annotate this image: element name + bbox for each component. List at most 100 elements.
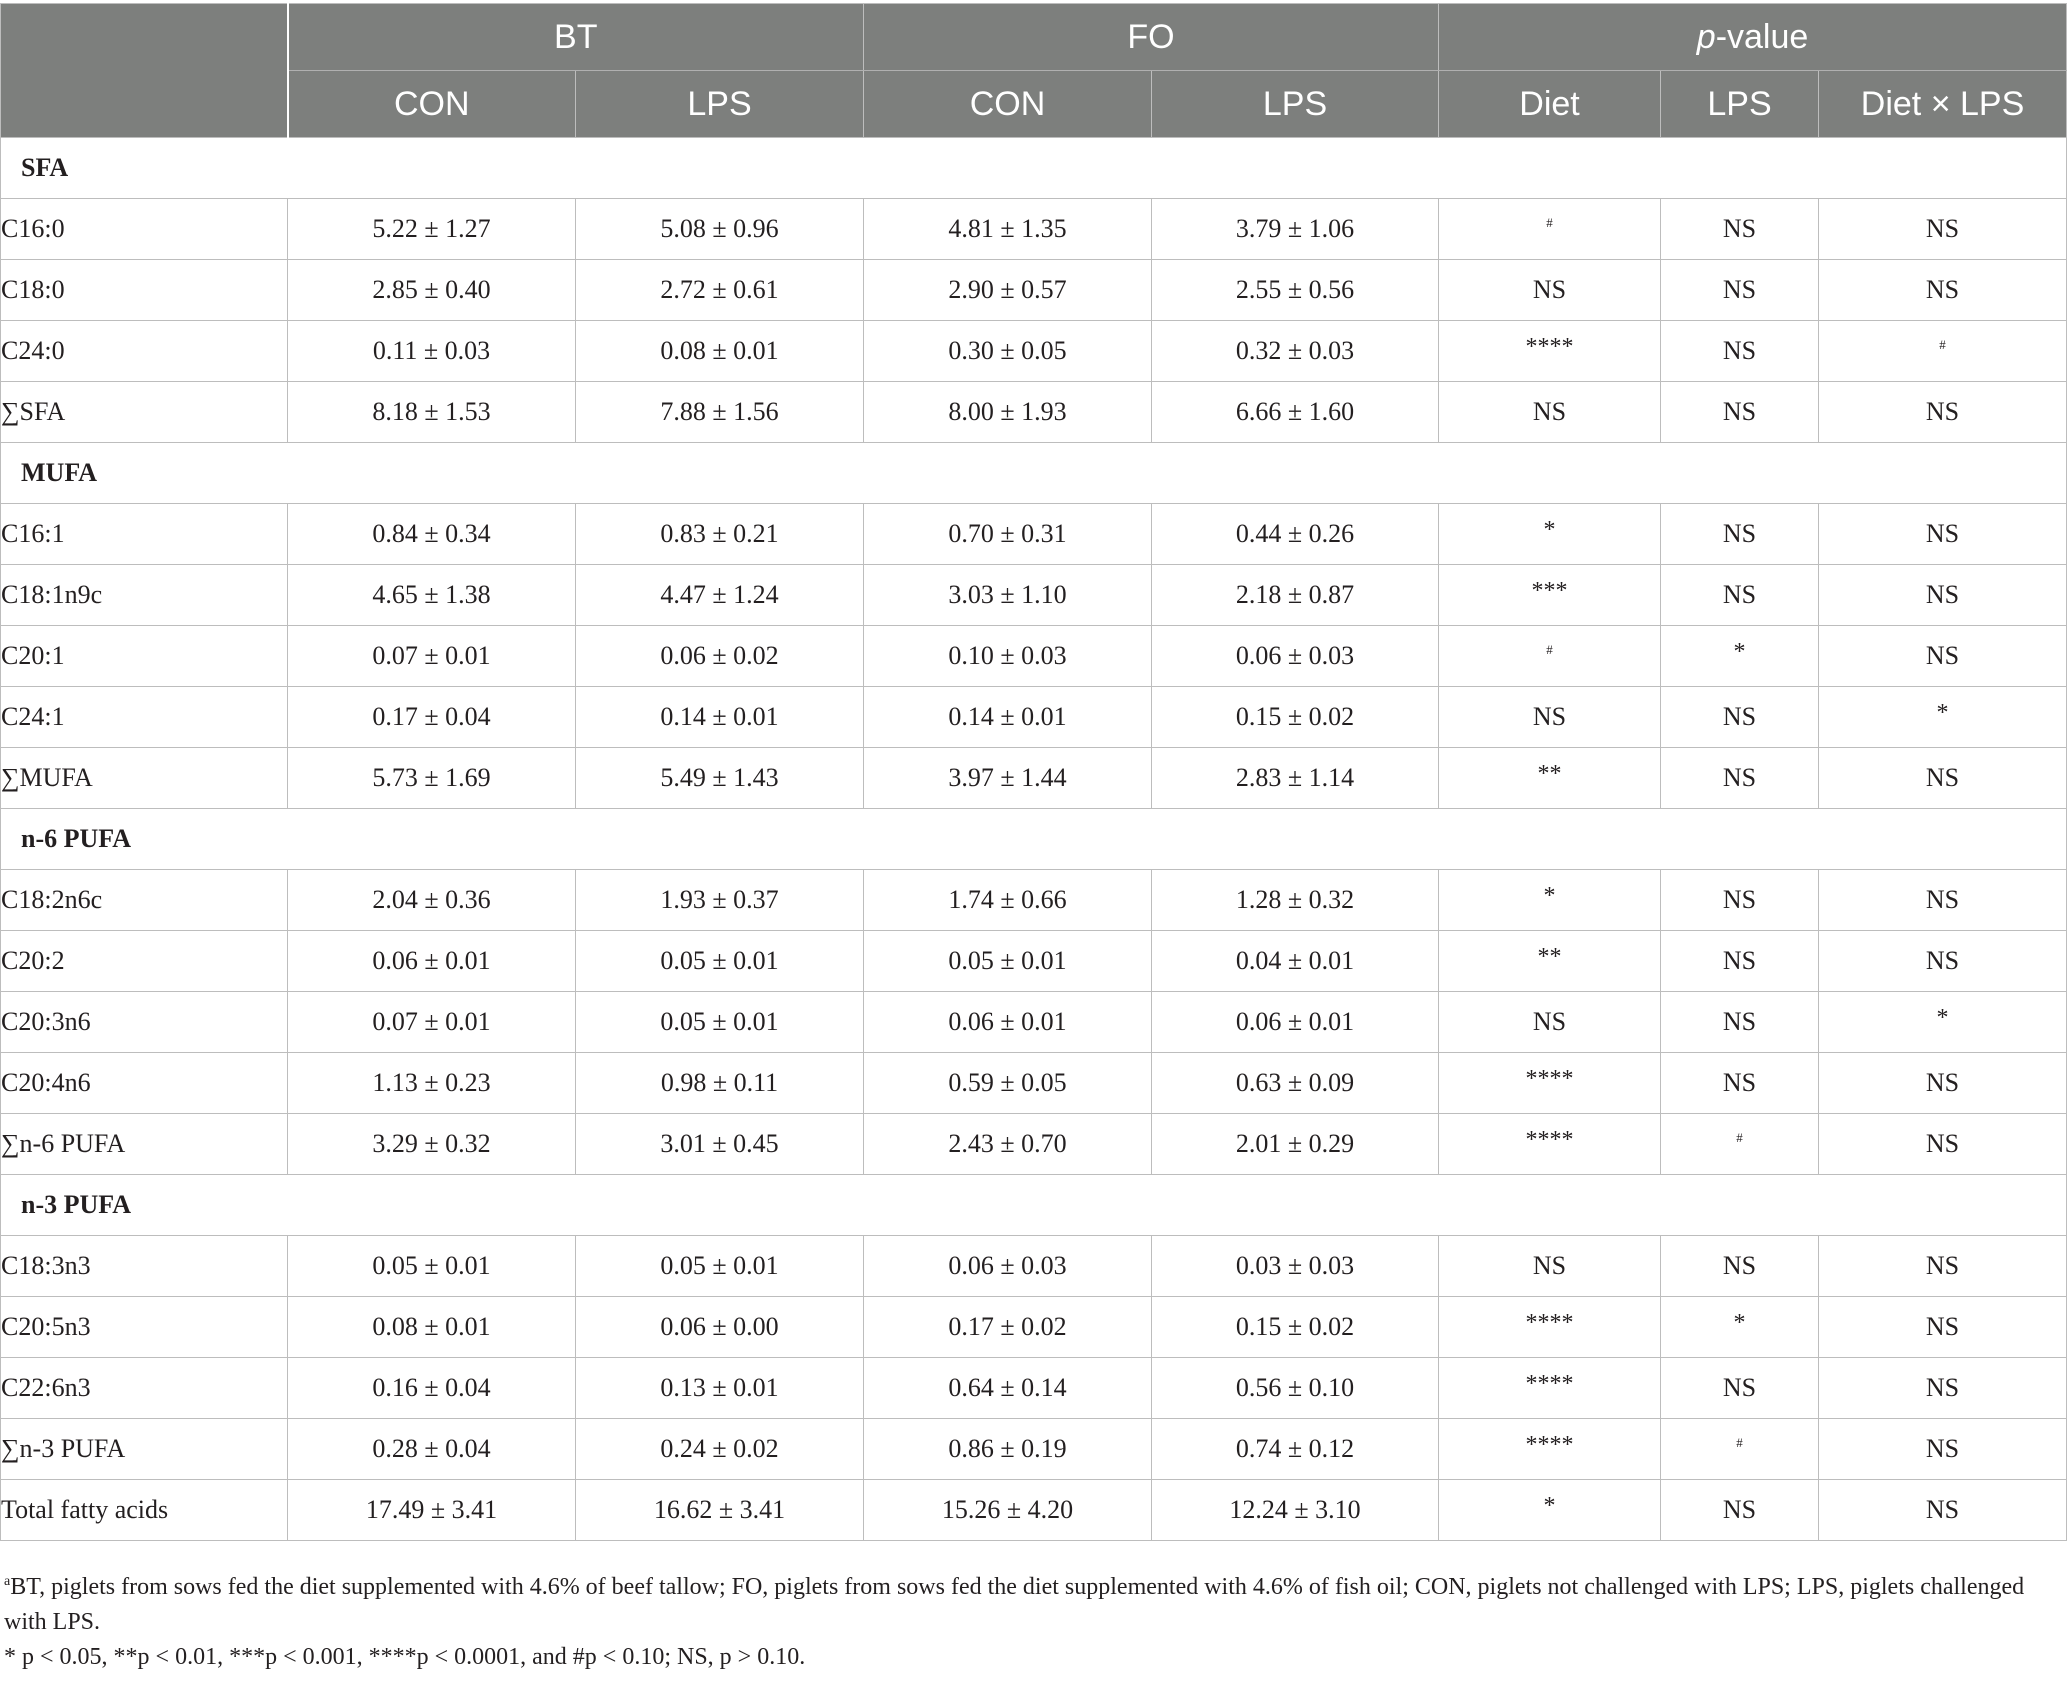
value-fo-lps: 0.03 ± 0.03 — [1151, 1235, 1440, 1297]
pvalue-lps-cell: NS — [1660, 1235, 1820, 1297]
table-row: C24:1 0.17 ± 0.04 0.14 ± 0.01 0.14 ± 0.01 0.… — [0, 686, 2067, 748]
value-fo-lps: 0.63 ± 0.09 — [1151, 1052, 1440, 1114]
footnote-significance: * p < 0.05, **p < 0.01, ***p < 0.001, **… — [4, 1644, 806, 1670]
pvalue-lps-cell: NS — [1660, 1357, 1820, 1419]
table-row: ∑n-6 PUFA 3.29 ± 0.32 3.01 ± 0.45 2.43 ± 0.… — [0, 1113, 2067, 1175]
fatty-acid-label: ∑SFA — [0, 381, 288, 443]
pvalue-lps: NS — [1722, 763, 1757, 792]
pvalue-diet: **** — [1525, 1432, 1574, 1458]
pvalue-lps-cell: NS — [1660, 381, 1820, 443]
value-bt-con: 0.11 ± 0.03 — [287, 320, 576, 382]
pvalue-diet-x-lps-cell: NS — [1818, 930, 2067, 992]
pvalue-diet-x-lps-cell: NS — [1818, 1357, 2067, 1419]
value-bt-lps: 0.05 ± 0.01 — [574, 991, 865, 1053]
table-row: ∑MUFA 5.73 ± 1.69 5.49 ± 1.43 3.97 ± 1.44 2.… — [0, 747, 2067, 809]
pvalue-diet-cell: **** — [1438, 320, 1662, 382]
value-fo-con: 3.03 ± 1.10 — [863, 564, 1153, 626]
table-body: SFA C16:0 5.22 ± 1.27 5.08 ± 0.96 4.81 ± 1.3… — [0, 137, 2067, 1541]
pvalue-lps-cell: NS — [1660, 564, 1820, 626]
pvalue-diet: **** — [1525, 1371, 1574, 1397]
pvalue-diet-x-lps: NS — [1925, 519, 1960, 548]
header-group-bt: BT — [286, 3, 865, 71]
pvalue-diet-cell: * — [1438, 503, 1662, 565]
pvalue-diet-cell: NS — [1438, 1235, 1662, 1297]
pvalue-diet-cell: **** — [1438, 1418, 1662, 1480]
value-bt-con: 0.28 ± 0.04 — [287, 1418, 576, 1480]
pvalue-lps-cell: NS — [1660, 869, 1820, 931]
fatty-acid-label: C18:3n3 — [0, 1235, 288, 1297]
header-p-diet-x-lps: Diet × LPS — [1818, 70, 2067, 138]
table-row: ∑n-3 PUFA 0.28 ± 0.04 0.24 ± 0.02 0.86 ± 0.… — [0, 1418, 2067, 1480]
pvalue-diet-x-lps-cell: NS — [1818, 1113, 2067, 1175]
pvalue-lps-cell: NS — [1660, 930, 1820, 992]
pvalue-diet-cell: **** — [1438, 1052, 1662, 1114]
pvalue-diet-x-lps-cell: NS — [1818, 1235, 2067, 1297]
fatty-acid-label: C18:1n9c — [0, 564, 288, 626]
header-group-fo: FO — [863, 3, 1440, 71]
fatty-acid-label: C24:1 — [0, 686, 288, 748]
value-fo-con: 0.70 ± 0.31 — [863, 503, 1153, 565]
pvalue-lps: NS — [1722, 1007, 1757, 1036]
value-bt-lps: 0.06 ± 0.00 — [574, 1296, 865, 1358]
pvalue-diet-x-lps-cell: NS — [1818, 1479, 2067, 1541]
pvalue-lps-cell: NS — [1660, 1052, 1820, 1114]
pvalue-diet-x-lps: NS — [1925, 275, 1960, 304]
value-bt-lps: 0.24 ± 0.02 — [574, 1418, 865, 1480]
value-fo-con: 0.06 ± 0.03 — [863, 1235, 1153, 1297]
pvalue-diet: ** — [1537, 944, 1562, 970]
table-row: C18:3n3 0.05 ± 0.01 0.05 ± 0.01 0.06 ± 0.03… — [0, 1235, 2067, 1297]
header-fo-con: CON — [863, 70, 1153, 138]
value-bt-lps: 0.83 ± 0.21 — [574, 503, 865, 565]
fatty-acid-label: ∑n-3 PUFA — [0, 1418, 288, 1480]
pvalue-lps: NS — [1722, 702, 1757, 731]
pvalue-lps: NS — [1722, 214, 1757, 243]
fatty-acid-label: C16:1 — [0, 503, 288, 565]
value-fo-lps: 0.56 ± 0.10 — [1151, 1357, 1440, 1419]
header-p-diet: Diet — [1438, 70, 1662, 138]
table-row: C20:4n6 1.13 ± 0.23 0.98 ± 0.11 0.59 ± 0.05… — [0, 1052, 2067, 1114]
pvalue-diet: # — [1546, 215, 1553, 230]
value-fo-lps: 12.24 ± 3.10 — [1151, 1479, 1440, 1541]
pvalue-diet: ** — [1537, 761, 1562, 787]
pvalue-lps-cell: NS — [1660, 1479, 1820, 1541]
pvalue-lps-cell: NS — [1660, 747, 1820, 809]
value-fo-con: 0.06 ± 0.01 — [863, 991, 1153, 1053]
fatty-acid-label: C20:5n3 — [0, 1296, 288, 1358]
value-bt-lps: 7.88 ± 1.56 — [574, 381, 865, 443]
pvalue-lps-cell: * — [1660, 625, 1820, 687]
pvalue-lps: NS — [1722, 580, 1757, 609]
value-fo-con: 0.10 ± 0.03 — [863, 625, 1153, 687]
pvalue-diet-x-lps: NS — [1925, 1373, 1960, 1402]
table-row: C20:3n6 0.07 ± 0.01 0.05 ± 0.01 0.06 ± 0.01… — [0, 991, 2067, 1053]
pvalue-diet: * — [1543, 517, 1556, 543]
value-fo-lps: 0.74 ± 0.12 — [1151, 1418, 1440, 1480]
pvalue-lps: NS — [1722, 885, 1757, 914]
value-fo-con: 0.14 ± 0.01 — [863, 686, 1153, 748]
pvalue-lps: # — [1736, 1130, 1743, 1145]
pvalue-lps: NS — [1722, 1251, 1757, 1280]
pvalue-diet-x-lps: # — [1939, 337, 1946, 352]
value-bt-con: 17.49 ± 3.41 — [287, 1479, 576, 1541]
pvalue-diet: # — [1546, 642, 1553, 657]
value-bt-con: 0.05 ± 0.01 — [287, 1235, 576, 1297]
pvalue-lps: NS — [1722, 519, 1757, 548]
header-row-sub: CON LPS CON LPS Diet LPS Diet × LPS — [1, 70, 2067, 138]
value-bt-con: 0.07 ± 0.01 — [287, 625, 576, 687]
table-row: C20:2 0.06 ± 0.01 0.05 ± 0.01 0.05 ± 0.01 0.… — [0, 930, 2067, 992]
value-bt-lps: 0.14 ± 0.01 — [574, 686, 865, 748]
fatty-acid-label: C20:1 — [0, 625, 288, 687]
value-fo-con: 0.64 ± 0.14 — [863, 1357, 1153, 1419]
value-fo-con: 0.59 ± 0.05 — [863, 1052, 1153, 1114]
pvalue-diet-cell: # — [1438, 625, 1662, 687]
pvalue-lps-cell: NS — [1660, 503, 1820, 565]
value-bt-con: 5.73 ± 1.69 — [287, 747, 576, 809]
pvalue-diet-x-lps-cell: NS — [1818, 625, 2067, 687]
pvalue-lps: NS — [1722, 1373, 1757, 1402]
value-fo-con: 1.74 ± 0.66 — [863, 869, 1153, 931]
pvalue-diet: *** — [1531, 578, 1568, 604]
value-bt-lps: 5.08 ± 0.96 — [574, 198, 865, 260]
pvalue-diet-x-lps-cell: NS — [1818, 381, 2067, 443]
header-group-pvalue: p-value — [1438, 3, 2067, 71]
value-bt-lps: 3.01 ± 0.45 — [574, 1113, 865, 1175]
value-fo-con: 0.86 ± 0.19 — [863, 1418, 1153, 1480]
